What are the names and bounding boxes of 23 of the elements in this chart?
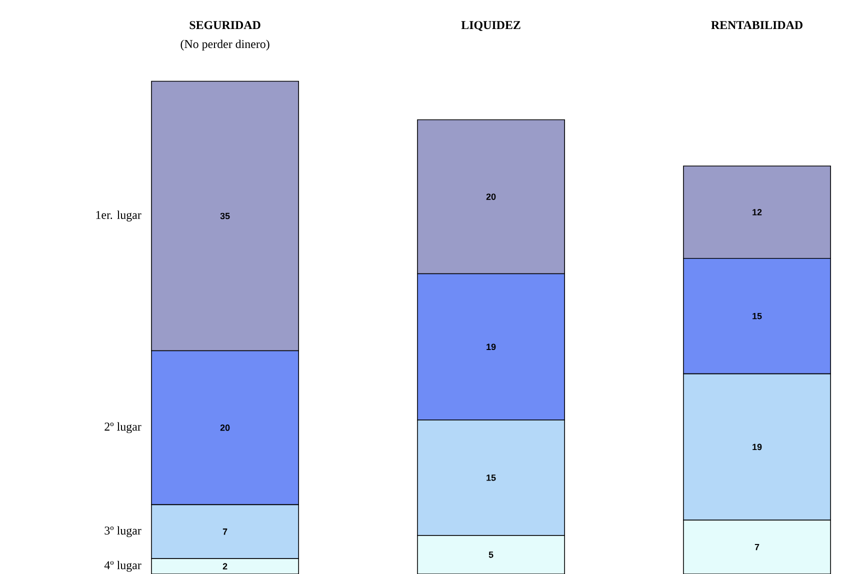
bar [683, 520, 831, 574]
data-label: 15 [752, 312, 762, 320]
series-label: 3º lugar [104, 526, 142, 538]
data-label: 2 [222, 563, 228, 570]
data-label: 19 [752, 444, 762, 450]
data-label: 5 [488, 552, 494, 558]
x-tick-label: RENTABILIDAD [711, 21, 802, 30]
text: (No perder dinero) [180, 40, 270, 51]
data-label: 15 [486, 474, 496, 481]
data-label: 7 [754, 544, 760, 550]
x-tick-label: SEGURIDAD [190, 21, 260, 30]
bar [151, 558, 299, 574]
series-label: 4º lugar [104, 560, 142, 572]
data-label: 20 [486, 194, 496, 200]
data-label: 12 [752, 209, 762, 216]
series-label: 2º lugar [104, 422, 142, 434]
data-label: 7 [222, 528, 228, 535]
data-label: 35 [220, 212, 230, 220]
series-label: 1er. lugar [96, 210, 142, 222]
data-label: 19 [486, 344, 496, 350]
bar [417, 535, 565, 574]
x-tick-label: LIQUIDEZ [461, 21, 520, 31]
data-label: 20 [220, 424, 230, 431]
